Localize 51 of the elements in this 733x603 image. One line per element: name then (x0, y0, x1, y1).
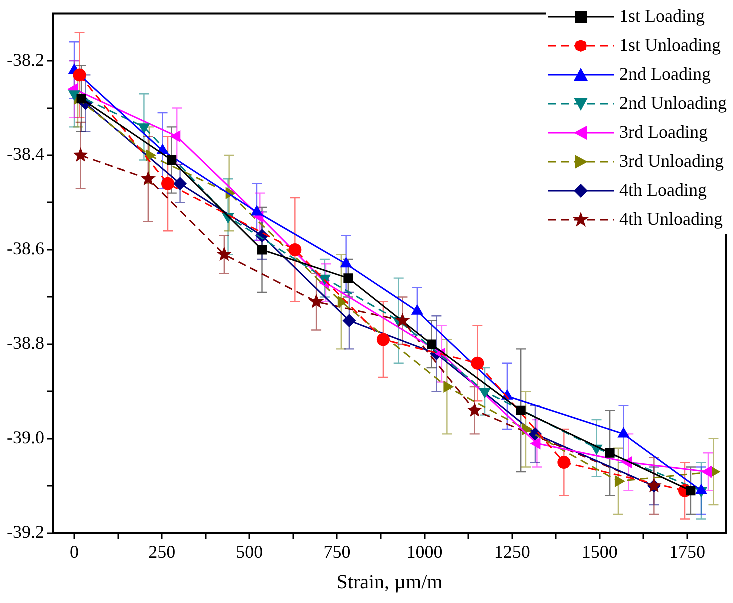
x-tick-label: 500 (236, 542, 264, 562)
point (73, 68, 86, 82)
point (308, 294, 324, 308)
legend-label: 1st Unloading (620, 34, 721, 57)
point (516, 406, 526, 416)
point (340, 258, 352, 268)
y-tick-label: -38.4 (6, 144, 44, 164)
point (614, 476, 625, 488)
legend-label: 2nd Unloading (620, 92, 727, 115)
point (686, 486, 696, 496)
legend-label: 2nd Loading (620, 63, 711, 86)
point (170, 130, 181, 142)
legend-label: 4th Loading (620, 179, 707, 202)
y-tick-label: -39.0 (6, 428, 44, 448)
point (146, 150, 156, 162)
x-tick-label: 1000 (406, 542, 443, 562)
point (444, 381, 454, 393)
point (73, 148, 88, 162)
point (174, 177, 187, 190)
point (605, 448, 615, 458)
legend-label: 3rd Unloading (620, 150, 724, 173)
legend-label: 3rd Loading (620, 121, 708, 144)
point (288, 243, 302, 256)
point (251, 206, 263, 216)
point (344, 274, 354, 284)
point (618, 428, 630, 438)
y-tick-label: -38.6 (6, 238, 44, 259)
point (558, 456, 571, 470)
legend-label: 4th Unloading (620, 208, 723, 231)
x-tick-label: 750 (324, 542, 351, 562)
point (140, 171, 156, 186)
point (258, 245, 267, 255)
legend-label: 1st Loading (620, 5, 705, 28)
y-tick-label: -38.8 (6, 333, 44, 354)
y-tick-label: -38.2 (6, 50, 44, 70)
point (471, 356, 484, 370)
point (342, 314, 356, 328)
point (412, 304, 424, 315)
y-tick-label: -39.2 (6, 522, 44, 542)
x-axis-title: Strain, µm/m (336, 571, 444, 594)
x-tick-label: 1250 (494, 542, 530, 562)
x-tick-label: 0 (70, 542, 80, 562)
point (427, 340, 437, 350)
point (216, 246, 232, 262)
x-tick-label: 1500 (582, 542, 618, 562)
x-tick-label: 250 (148, 542, 176, 562)
point (467, 402, 482, 418)
point (162, 177, 175, 190)
point (167, 155, 177, 165)
point (376, 333, 390, 346)
x-tick-label: 1750 (669, 542, 706, 562)
